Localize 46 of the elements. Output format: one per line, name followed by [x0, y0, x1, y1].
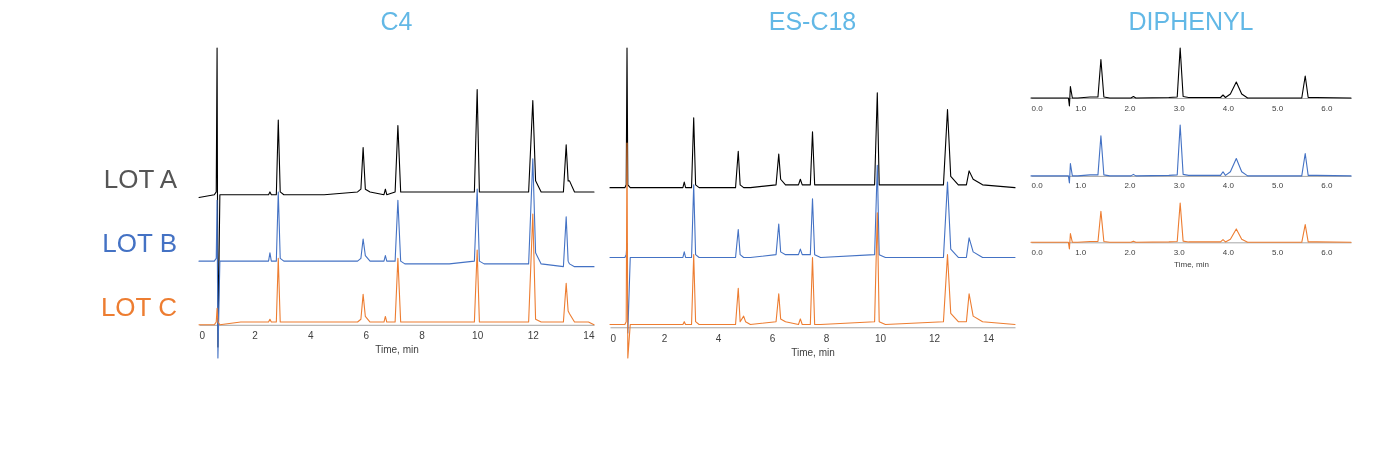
x-tick-label: 3.0 [1173, 181, 1186, 191]
chart-title: C4 [380, 7, 413, 36]
x-tick-label: 8 [419, 330, 426, 342]
x-tick-label: 4.0 [1222, 181, 1235, 191]
x-tick-label: 10 [874, 332, 887, 344]
chart-title: ES-C18 [768, 7, 857, 36]
series-label: LOT C [100, 291, 177, 322]
x-tick-label: 6 [363, 330, 370, 342]
x-tick-label: 3.0 [1173, 247, 1186, 257]
x-tick-label: 6 [769, 332, 776, 344]
x-tick-label: 2.0 [1124, 181, 1137, 191]
x-axis-title: Time, min [791, 346, 835, 358]
x-tick-label: 5.0 [1272, 103, 1284, 113]
x-tick-label: 12 [527, 330, 540, 342]
x-tick-label: 14 [583, 330, 595, 342]
x-tick-label: 0.0 [1031, 181, 1044, 191]
x-tick-label: 0 [199, 330, 206, 342]
x-tick-label: 10 [472, 330, 484, 342]
x-tick-label: 4.0 [1222, 103, 1235, 113]
series-label: LOT B [102, 228, 177, 259]
x-tick-label: 6.0 [1321, 247, 1333, 257]
x-tick-label: 2 [252, 330, 259, 342]
x-axis-title: Time, min [375, 344, 419, 356]
x-tick-label: 8 [823, 332, 830, 344]
x-tick-label: 14 [982, 332, 995, 344]
x-axis-title: Time, min [1174, 259, 1209, 269]
x-tick-label: 0 [610, 332, 617, 344]
x-tick-label: 4 [715, 332, 722, 344]
x-tick-label: 5.0 [1272, 247, 1284, 257]
x-tick-label: 3.0 [1173, 103, 1186, 113]
x-tick-label: 4 [307, 330, 314, 342]
x-tick-label: 4.0 [1222, 247, 1235, 257]
chart-title: DIPHENYL [1128, 7, 1254, 36]
x-tick-label: 12 [928, 332, 941, 344]
x-tick-label: 6.0 [1321, 103, 1333, 113]
x-tick-label: 1.0 [1075, 247, 1087, 257]
series-label: LOT A [103, 164, 178, 195]
x-tick-label: 2 [661, 332, 668, 344]
x-tick-label: 1.0 [1075, 181, 1087, 191]
x-tick-label: 0.0 [1031, 103, 1044, 113]
x-tick-label: 6.0 [1321, 181, 1333, 191]
x-tick-label: 0.0 [1031, 247, 1044, 257]
x-tick-label: 2.0 [1124, 103, 1137, 113]
x-tick-label: 1.0 [1075, 103, 1087, 113]
x-tick-label: 2.0 [1124, 247, 1137, 257]
x-tick-label: 5.0 [1272, 181, 1284, 191]
